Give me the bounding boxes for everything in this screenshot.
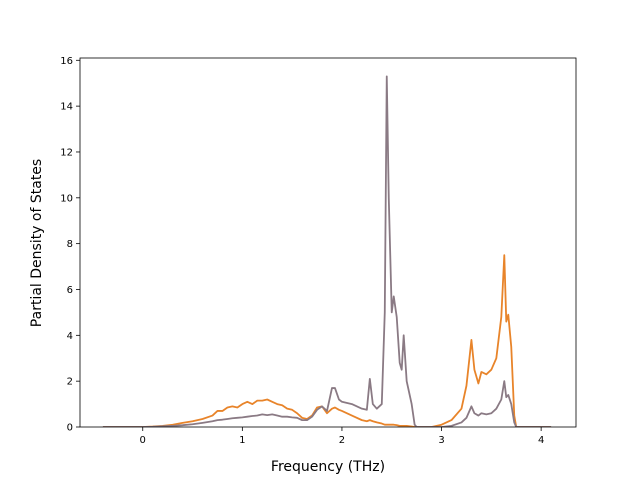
x-tick-label: 2 <box>339 435 345 446</box>
y-tick-label: 12 <box>60 147 73 158</box>
x-tick-label: 3 <box>438 435 444 446</box>
y-tick-label: 2 <box>67 377 73 388</box>
x-tick-label: 4 <box>538 435 544 446</box>
plot-frame <box>79 57 577 428</box>
x-tick-label: 1 <box>239 435 245 446</box>
y-tick-label: 6 <box>67 285 73 296</box>
x-tick-label: 0 <box>140 435 146 446</box>
series-line <box>102 254 552 427</box>
y-tick-label: 8 <box>67 239 73 250</box>
y-axis-label: Partial Density of States <box>29 159 45 327</box>
y-tick-label: 14 <box>60 102 73 113</box>
y-tick-label: 10 <box>60 193 73 204</box>
x-axis-label: Frequency (THz) <box>271 459 385 475</box>
y-tick-label: 16 <box>60 56 73 67</box>
series-line <box>102 75 552 427</box>
y-tick-label: 4 <box>67 331 73 342</box>
y-tick-label: 0 <box>67 423 73 434</box>
